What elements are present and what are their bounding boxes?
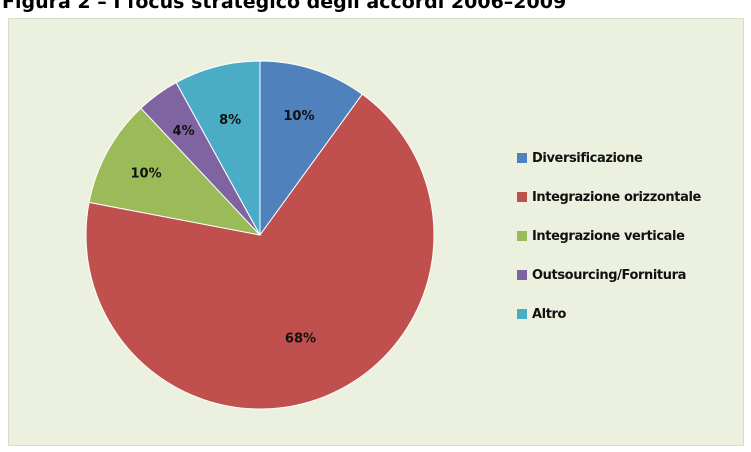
legend-item: Integrazione orizzontale	[517, 187, 701, 207]
slice-value-label: 8%	[219, 113, 241, 128]
pie-slice-2	[85, 93, 435, 410]
legend-swatch	[517, 231, 527, 241]
legend-swatch	[517, 309, 527, 319]
legend-label: Diversificazione	[532, 150, 643, 166]
legend-swatch	[517, 192, 527, 202]
legend-item: Diversificazione	[517, 148, 701, 168]
legend-label: Integrazione verticale	[532, 228, 685, 244]
legend: Diversificazione Integrazione orizzontale…	[517, 148, 701, 343]
slice-value-label: 10%	[131, 166, 162, 181]
slice-value-label: 4%	[173, 124, 195, 139]
pie-slice-5	[175, 60, 261, 236]
legend-item: Outsourcing/Fornitura	[517, 265, 701, 285]
legend-item: Altro	[517, 304, 701, 324]
legend-label: Integrazione orizzontale	[532, 189, 701, 205]
chart-title: Figura 2 – I focus strategico degli acco…	[2, 0, 567, 13]
pie-slice-1	[259, 60, 363, 237]
legend-item: Integrazione verticale	[517, 226, 701, 246]
slice-value-label: 10%	[283, 109, 314, 124]
legend-swatch	[517, 153, 527, 163]
legend-label: Outsourcing/Fornitura	[532, 267, 686, 283]
legend-swatch	[517, 270, 527, 280]
slice-value-label: 68%	[285, 331, 316, 346]
legend-label: Altro	[532, 306, 567, 322]
pie-slice-3	[88, 107, 262, 236]
